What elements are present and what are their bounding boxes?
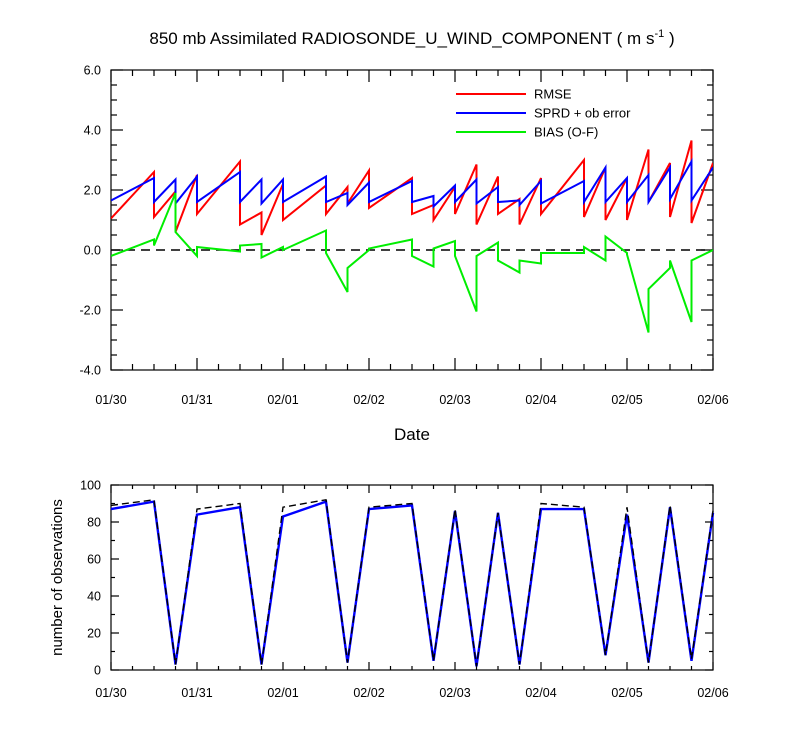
x-tick-label: 02/06	[697, 393, 728, 407]
y-axis-title: number of observations	[49, 499, 66, 656]
x-tick-label: 02/02	[353, 686, 384, 700]
x-tick-label: 02/01	[267, 393, 298, 407]
legend-label: SPRD + ob error	[534, 106, 631, 121]
y-tick-label: -2.0	[79, 304, 101, 318]
x-tick-label: 01/30	[95, 686, 126, 700]
series-line-possible	[110, 498, 714, 667]
series-line-assimilated	[110, 499, 715, 667]
y-tick-label: 0.0	[84, 244, 101, 258]
x-tick-label: 02/05	[611, 686, 642, 700]
y-tick-label: 20	[87, 627, 101, 641]
x-tick-label: 01/31	[181, 686, 212, 700]
x-tick-label: 01/31	[181, 393, 212, 407]
y-tick-label: 4.0	[84, 124, 101, 138]
x-tick-label: 02/02	[353, 393, 384, 407]
x-tick-label: 02/01	[267, 686, 298, 700]
y-tick-label: 60	[87, 553, 101, 567]
y-tick-label: 0	[94, 664, 101, 678]
legend-label: RMSE	[534, 87, 572, 102]
legend-label: BIAS (O-F)	[534, 125, 598, 140]
y-tick-label: 6.0	[84, 64, 101, 78]
y-tick-label: 100	[80, 479, 101, 493]
x-tick-label: 02/03	[439, 686, 470, 700]
y-tick-label: 40	[87, 590, 101, 604]
series-line-sprd-ob-error	[111, 157, 713, 209]
x-tick-label: 02/06	[697, 686, 728, 700]
x-tick-label: 02/03	[439, 393, 470, 407]
x-tick-label: 02/04	[525, 686, 556, 700]
top-chart: 01/30 01/31 02/01 02/02 02/03 02/04 02/05 02/06…	[79, 28, 728, 444]
y-tick-label: 2.0	[84, 184, 101, 198]
bottom-chart: 01/30 01/31 02/01 02/02 02/03 02/04 02/05 02/06…	[49, 479, 729, 701]
x-tick-label: 02/05	[611, 393, 642, 407]
series-line-bias-o-f-	[111, 192, 713, 333]
x-tick-label: 01/30	[95, 393, 126, 407]
chart-title: 850 mb Assimilated RADIOSONDE_U_WIND_COM…	[149, 28, 674, 48]
x-tick-label: 02/04	[525, 393, 556, 407]
x-axis-title: Date	[394, 425, 430, 444]
y-tick-label: -4.0	[79, 364, 101, 378]
y-tick-label: 80	[87, 516, 101, 530]
